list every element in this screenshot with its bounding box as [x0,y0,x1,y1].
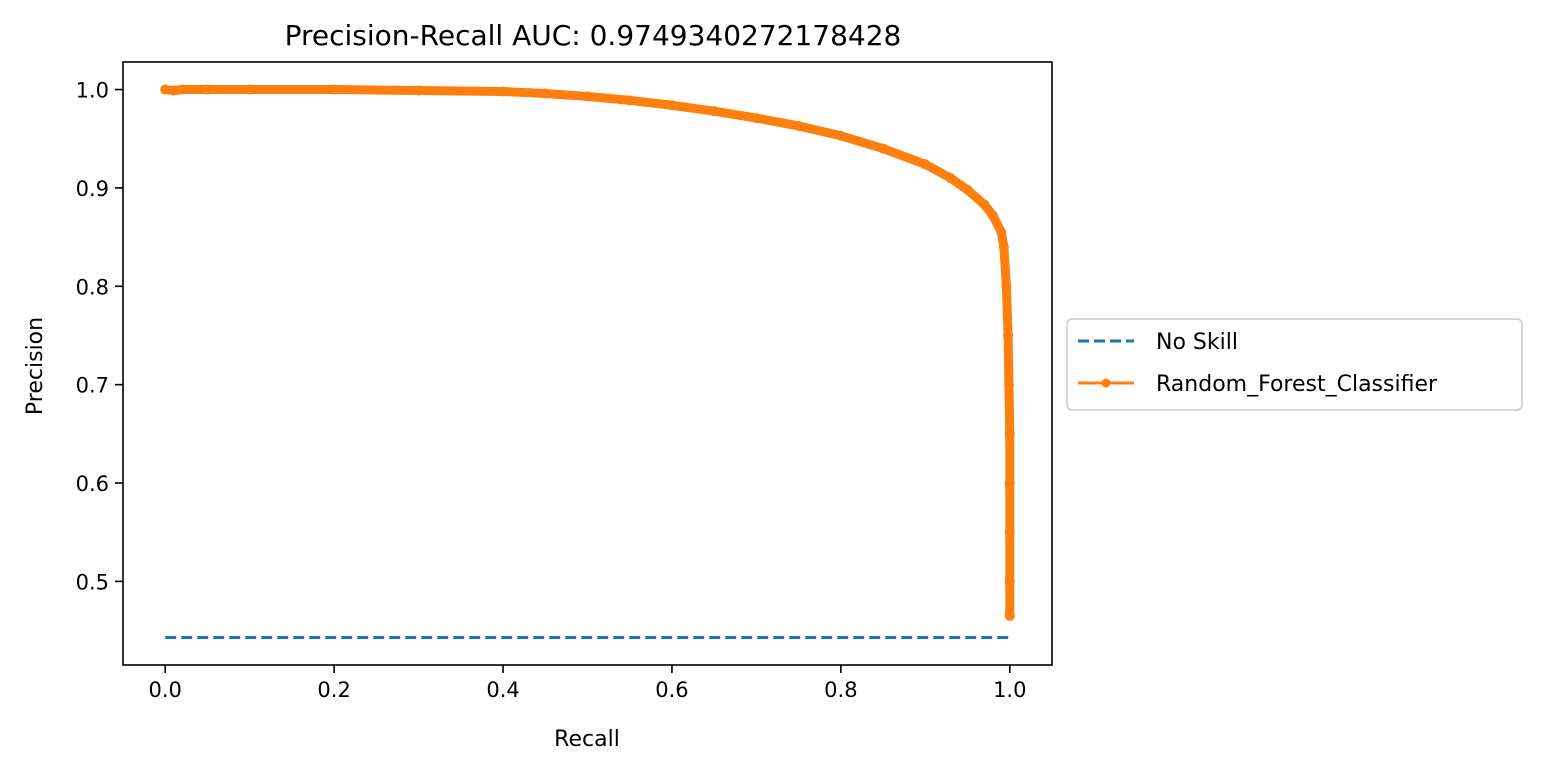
random-forest-point [751,113,762,124]
random-forest-point [1003,379,1014,390]
y-tick-label: 0.7 [76,374,109,398]
legend-box [1066,318,1523,411]
random-forest-point [202,84,213,95]
random-forest-point [1003,330,1014,341]
random-forest-point [329,84,340,95]
y-tick-label: 0.8 [76,275,109,299]
random-forest-point [540,88,551,99]
random-forest-point [920,159,931,170]
x-tick-label: 1.0 [993,678,1026,702]
random-forest-point [1004,610,1015,621]
x-tick-label: 0.0 [149,678,182,702]
legend-label-random-forest: Random_Forest_Classifier [1156,372,1438,397]
random-forest-point [987,210,998,221]
random-forest-point [177,84,188,95]
legend-marker-random-forest [1101,378,1111,388]
random-forest-point [244,84,255,95]
random-forest-point [998,241,1009,252]
random-forest-point [666,100,677,111]
y-tick-label: 1.0 [76,79,109,103]
random-forest-point [709,106,720,117]
random-forest-point [878,143,889,154]
random-forest-point [498,86,509,97]
random-forest-point [793,120,804,131]
random-forest-point [1004,527,1015,538]
random-forest-point [1004,576,1015,587]
series-layer [160,84,1015,639]
x-tick-label: 0.4 [486,678,519,702]
y-tick-label: 0.6 [76,472,109,496]
random-forest-point [996,227,1007,238]
plot-background [123,62,1052,665]
random-forest-point [945,173,956,184]
random-forest-point [624,95,635,106]
y-tick-label: 0.5 [76,570,109,594]
plot-frame [122,61,1053,666]
random-forest-point [413,85,424,96]
y-axis-label: Precision [23,317,48,415]
x-tick-label: 0.6 [655,678,688,702]
random-forest-point [1004,428,1015,439]
legend: No Skill Random_Forest_Classifier [1066,318,1523,411]
random-forest-point [835,130,846,141]
x-axis-ticks: 0.0 0.2 0.4 0.6 0.8 1.0 [149,665,1026,702]
random-forest-point [160,84,171,95]
random-forest-point [1001,281,1012,292]
x-tick-label: 0.2 [317,678,350,702]
y-tick-label: 0.9 [76,177,109,201]
x-axis-label: Recall [554,727,620,752]
y-axis-ticks: 0.5 0.6 0.7 0.8 0.9 1.0 [76,79,123,594]
legend-label-no-skill: No Skill [1156,330,1238,355]
chart-title: Precision-Recall AUC: 0.9749340272178428 [285,19,902,52]
plot-area [122,61,1053,666]
random-forest-point [979,199,990,210]
x-tick-label: 0.8 [824,678,857,702]
random-forest-point [1004,478,1015,489]
random-forest-point [962,184,973,195]
random-forest-point [168,85,179,96]
random-forest-point [582,91,593,102]
random-forest-line [160,85,1015,621]
